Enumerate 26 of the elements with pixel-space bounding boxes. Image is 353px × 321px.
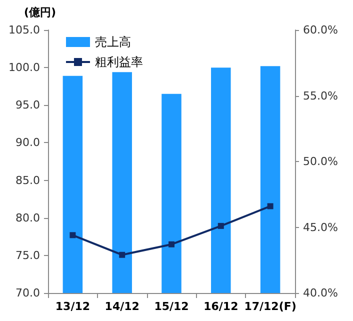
point <box>267 203 274 210</box>
x-tick-label: 14/12 <box>104 300 140 313</box>
y2-tick-label: 60.0% <box>303 24 338 36</box>
y2-tick-label: 45.0% <box>303 220 338 234</box>
x-tick-label: 15/12 <box>154 300 189 313</box>
point <box>218 222 224 229</box>
y2-tick-label: 55.0% <box>303 89 338 102</box>
y2-tick-label: 50.0% <box>303 155 338 168</box>
point <box>168 241 174 248</box>
y2-tick-label: 40.0% <box>303 286 338 300</box>
x-tick-label: 13/12 <box>55 300 90 313</box>
x-tick-label: 17/12(F) <box>244 300 296 313</box>
y-tick-label: 85.0 <box>16 174 40 187</box>
y-tick-label: 70.0 <box>16 286 40 300</box>
y-tick-label: 75.0 <box>16 248 40 262</box>
y-tick-label: 100.0 <box>8 61 40 74</box>
point <box>119 252 126 258</box>
y-tick-label: 105.0 <box>8 24 40 36</box>
point <box>70 232 76 238</box>
x-tick-label: 16/12 <box>204 300 238 313</box>
y-axis-title: (億円) <box>24 6 56 19</box>
y-tick-label: 95.0 <box>16 98 40 112</box>
y-tick-label: 90.0 <box>16 136 40 150</box>
legend-label: 売上高 <box>95 35 131 49</box>
y-tick-label: 80.0 <box>16 211 40 224</box>
legend-label: 粗利益率 <box>95 55 143 69</box>
